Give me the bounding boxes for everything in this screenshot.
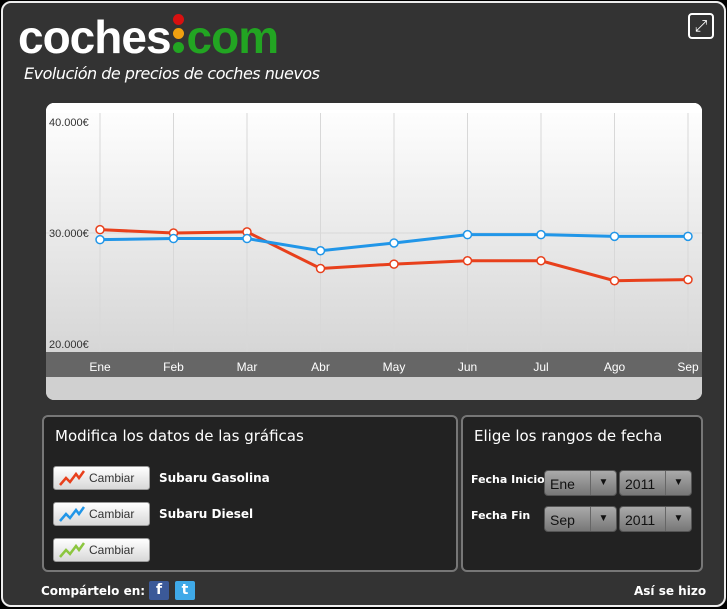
chevron-down-icon: ▼ bbox=[665, 471, 691, 495]
logo-text: coches bbox=[18, 11, 172, 63]
change-button-label: Cambiar bbox=[89, 543, 135, 557]
data-point[interactable] bbox=[389, 259, 399, 269]
chevron-down-icon: ▼ bbox=[590, 471, 616, 495]
data-point[interactable] bbox=[683, 274, 693, 285]
twitter-icon[interactable]: t bbox=[175, 581, 195, 600]
data-point[interactable] bbox=[95, 234, 105, 245]
data-point[interactable] bbox=[389, 238, 399, 248]
data-point[interactable] bbox=[536, 229, 546, 240]
line-chart-icon bbox=[59, 470, 86, 486]
x-tick-label: Feb bbox=[163, 360, 184, 374]
data-point[interactable] bbox=[609, 275, 620, 286]
end-date-label: Fecha Fin bbox=[471, 509, 531, 522]
modify-title: Modifica los datos de las gráficas bbox=[55, 427, 304, 445]
change-series-button[interactable]: Cambiar bbox=[53, 538, 150, 562]
x-tick-label: Sep bbox=[677, 360, 699, 374]
x-tick-label: Ago bbox=[604, 360, 626, 374]
share-label: Compártelo en: bbox=[41, 584, 146, 598]
change-series-button[interactable]: Cambiar bbox=[53, 466, 150, 490]
modify-panel: Modifica los datos de las gráficas Cambi… bbox=[42, 415, 458, 572]
x-tick-label: Jul bbox=[533, 360, 548, 374]
series-label: Subaru Diesel bbox=[159, 507, 254, 521]
price-chart: Ene Feb Mar Abr May Jun Jul Ago Sep 40.000€ 30.000… bbox=[46, 103, 702, 400]
y-tick-label: 20.000€ bbox=[49, 339, 89, 351]
chevron-down-icon: ▼ bbox=[665, 507, 691, 531]
data-point[interactable] bbox=[315, 246, 326, 256]
x-tick-label: Ene bbox=[89, 360, 111, 374]
end-month-select[interactable]: Sep ▼ bbox=[544, 506, 617, 532]
start-year-select[interactable]: 2011 ▼ bbox=[619, 470, 692, 496]
start-month-select[interactable]: Ene ▼ bbox=[544, 470, 617, 496]
facebook-icon[interactable]: f bbox=[149, 581, 169, 600]
expand-icon[interactable]: ⤢ bbox=[688, 13, 714, 39]
change-series-button[interactable]: Cambiar bbox=[53, 502, 150, 526]
logo: coches com bbox=[18, 11, 280, 63]
date-title: Elige los rangos de fecha bbox=[474, 427, 663, 445]
start-year-value: 2011 bbox=[625, 476, 656, 492]
series-label: Subaru Gasolina bbox=[159, 471, 270, 485]
date-range-panel: Elige los rangos de fecha Fecha Inicio E… bbox=[461, 415, 703, 572]
chart-svg: Ene Feb Mar Abr May Jun Jul Ago Sep 40.000€ 30.000… bbox=[46, 103, 702, 400]
chevron-down-icon: ▼ bbox=[590, 507, 616, 531]
data-point[interactable] bbox=[536, 256, 546, 266]
data-point[interactable] bbox=[462, 256, 473, 266]
data-point[interactable] bbox=[95, 224, 105, 235]
logo-dots bbox=[172, 14, 185, 56]
x-tick-label: Mar bbox=[237, 360, 258, 374]
line-chart-icon bbox=[59, 506, 86, 522]
data-point[interactable] bbox=[683, 231, 693, 242]
start-date-label: Fecha Inicio bbox=[471, 473, 545, 486]
y-tick-label: 40.000€ bbox=[49, 117, 89, 129]
data-point[interactable] bbox=[168, 233, 179, 244]
subtitle: Evolución de precios de coches nuevos bbox=[24, 64, 320, 83]
data-point[interactable] bbox=[242, 233, 252, 244]
x-tick-label: Jun bbox=[458, 360, 477, 374]
end-month-value: Sep bbox=[550, 512, 575, 528]
start-month-value: Ene bbox=[550, 476, 575, 492]
end-year-select[interactable]: 2011 ▼ bbox=[619, 506, 692, 532]
y-tick-label: 30.000€ bbox=[49, 228, 89, 240]
how-it-was-made-link[interactable]: Así se hizo bbox=[634, 584, 707, 598]
x-tick-label: May bbox=[383, 360, 406, 374]
end-year-value: 2011 bbox=[625, 512, 656, 528]
data-point[interactable] bbox=[315, 263, 326, 274]
logo-text-com: com bbox=[186, 11, 280, 63]
change-button-label: Cambiar bbox=[89, 507, 135, 521]
line-chart-icon bbox=[59, 542, 86, 558]
data-point[interactable] bbox=[609, 231, 620, 242]
data-point[interactable] bbox=[462, 229, 473, 240]
change-button-label: Cambiar bbox=[89, 471, 135, 485]
x-tick-label: Abr bbox=[311, 360, 330, 374]
